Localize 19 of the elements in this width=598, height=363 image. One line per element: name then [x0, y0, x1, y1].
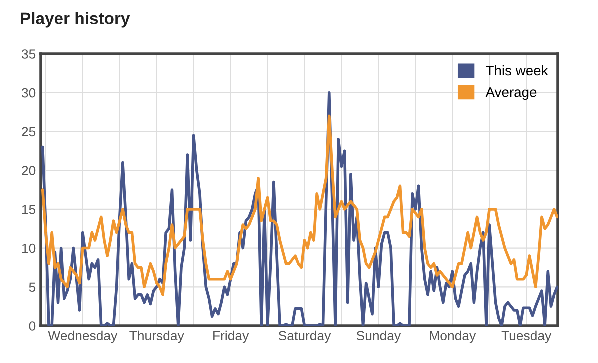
- y-tick-label: 35: [22, 50, 36, 59]
- line-series: [41, 114, 558, 296]
- y-tick-label: 25: [22, 127, 36, 137]
- y-tick-label: 5: [29, 282, 36, 292]
- y-tick-label: 15: [22, 205, 36, 214]
- legend-label: Average: [486, 88, 537, 100]
- y-tick-label: 0: [29, 322, 36, 331]
- x-tick-label: Sunday: [356, 330, 402, 344]
- x-tick-label: Saturday: [278, 330, 332, 344]
- x-tick-label: Wednesday: [48, 330, 118, 344]
- y-tick-label: 30: [22, 88, 36, 98]
- x-tick-label: Friday: [214, 330, 250, 344]
- x-tick-label: Tuesday: [502, 330, 552, 344]
- y-tick-label: 10: [22, 244, 36, 254]
- x-tick-label: Thursday: [130, 330, 184, 344]
- y-tick-label: 20: [22, 166, 36, 176]
- chart-title: Player history: [21, 12, 130, 28]
- x-tick-label: Monday: [430, 330, 476, 344]
- legend-label: This week: [486, 65, 548, 76]
